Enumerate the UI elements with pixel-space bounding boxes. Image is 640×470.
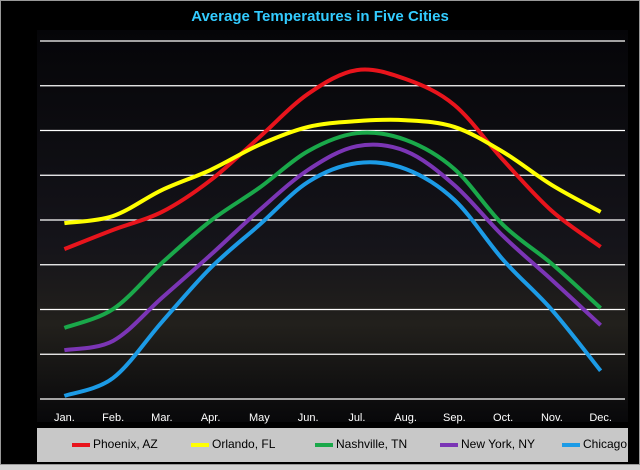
series-line	[64, 117, 602, 226]
y-tick-label: 70	[18, 169, 30, 181]
x-tick-label: Mar.	[151, 412, 172, 424]
y-tick-label: 60	[18, 214, 30, 226]
x-tick-label: Jun.	[298, 412, 319, 424]
grid	[40, 40, 625, 400]
legend-label: New York, NY	[461, 437, 535, 451]
y-tick-label: 80	[18, 124, 30, 136]
x-tick-label: Apr.	[201, 412, 221, 424]
y-tick-label: 50	[18, 259, 30, 271]
y-tick-label: 30	[18, 348, 30, 360]
series-line	[63, 67, 602, 251]
x-tick-label: Nov.	[541, 412, 563, 424]
series-line	[63, 160, 603, 398]
y-tick-label: 20	[18, 393, 30, 405]
x-tick-label: May	[249, 412, 270, 424]
x-tick-label: Jan.	[54, 412, 75, 424]
x-tick-label: Dec.	[589, 412, 612, 424]
legend-label: Chicago, Il	[583, 437, 640, 451]
series-line	[63, 142, 602, 353]
x-tick-label: Oct.	[493, 412, 513, 424]
legend-label: Orlando, FL	[212, 437, 276, 451]
x-tick-label: Sep.	[443, 412, 466, 424]
y-tick-label: 90	[18, 80, 30, 92]
legend: Phoenix, AZ Orlando, FL Nashville, TN New Y…	[72, 437, 640, 451]
x-tick-label: Aug.	[394, 412, 417, 424]
series-line	[63, 130, 602, 330]
lines	[63, 67, 603, 398]
legend-label: Nashville, TN	[336, 437, 407, 451]
legend-label: Phoenix, AZ	[93, 437, 158, 451]
x-tick-label: Feb.	[102, 412, 124, 424]
x-tick-label: Jul.	[348, 412, 365, 424]
y-tick-label: 100	[12, 35, 30, 47]
y-tick-label: 40	[18, 303, 30, 315]
chart-title: Average Temperatures in Five Cities	[191, 8, 449, 25]
